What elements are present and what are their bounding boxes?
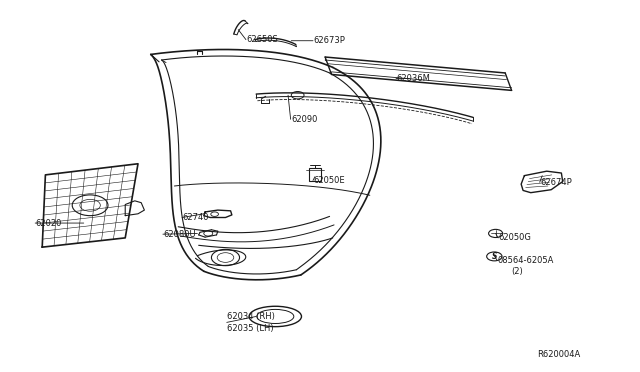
- Text: 62020: 62020: [36, 219, 62, 228]
- Text: 62050G: 62050G: [499, 233, 532, 243]
- Text: R620004A: R620004A: [537, 350, 580, 359]
- Text: (2): (2): [511, 267, 524, 276]
- Text: 62034 (RH): 62034 (RH): [227, 312, 275, 321]
- Text: 62674P: 62674P: [540, 178, 572, 187]
- Text: 62036M: 62036M: [397, 74, 431, 83]
- Bar: [308, 168, 321, 181]
- Text: 62740: 62740: [182, 213, 209, 222]
- Text: 62035 (LH): 62035 (LH): [227, 324, 274, 333]
- Text: S: S: [492, 252, 497, 261]
- Text: 62650S: 62650S: [246, 35, 278, 44]
- Text: 62080U: 62080U: [164, 230, 196, 239]
- Text: 08564-6205A: 08564-6205A: [497, 256, 554, 264]
- Text: 62090: 62090: [291, 115, 317, 124]
- Text: 62673P: 62673P: [314, 36, 346, 45]
- Text: 62050E: 62050E: [314, 176, 345, 185]
